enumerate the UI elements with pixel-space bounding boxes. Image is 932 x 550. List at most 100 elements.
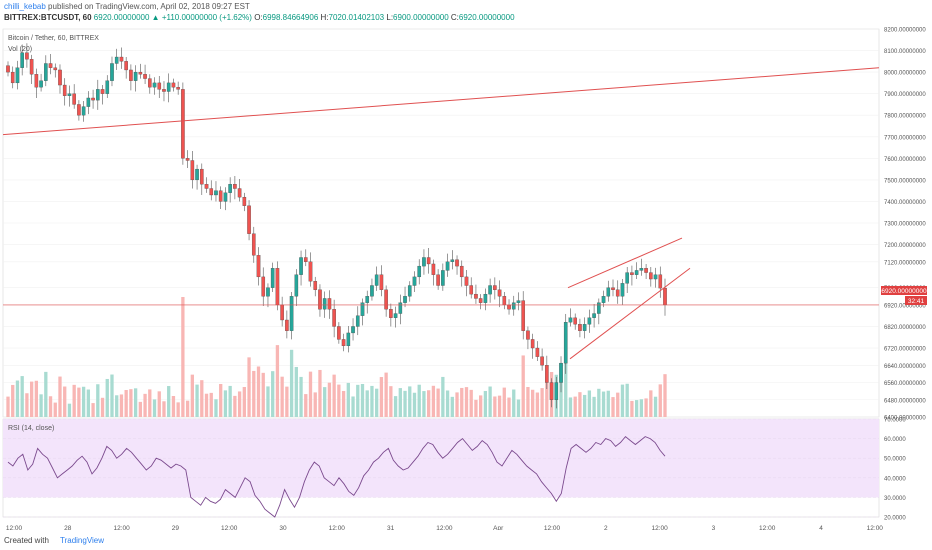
volume-bar bbox=[341, 390, 346, 417]
volume-bar bbox=[185, 400, 190, 417]
volume-bar bbox=[393, 396, 398, 417]
candle-body bbox=[639, 268, 644, 271]
volume-bar bbox=[531, 389, 535, 417]
volume-bar bbox=[450, 396, 454, 417]
volume-bar bbox=[408, 386, 412, 417]
volume-bar bbox=[53, 402, 57, 417]
volume-bar bbox=[195, 384, 199, 417]
candle-body bbox=[663, 287, 667, 306]
volume-bar bbox=[247, 357, 251, 417]
candle-body bbox=[81, 106, 86, 116]
candle-body bbox=[426, 257, 431, 265]
candle-body bbox=[459, 265, 464, 278]
candle-body bbox=[181, 89, 185, 159]
price-tick-label: 7200.00000000 bbox=[884, 243, 926, 249]
candle-body bbox=[431, 263, 436, 275]
volume-bar bbox=[209, 392, 213, 417]
candle-body bbox=[644, 268, 648, 273]
candle-body bbox=[10, 71, 15, 84]
volume-bar bbox=[483, 390, 488, 417]
volume-bar bbox=[15, 380, 20, 417]
channel-lower-line bbox=[569, 267, 691, 360]
candle-body bbox=[630, 272, 634, 275]
price-tick-label: 7500.00000000 bbox=[884, 178, 926, 184]
candle-body bbox=[450, 259, 455, 262]
price-tick-label: 7700.00000000 bbox=[884, 135, 926, 141]
low-value: 6900.00000000 bbox=[393, 13, 449, 22]
volume-bar bbox=[77, 387, 81, 417]
volume-bar bbox=[271, 371, 275, 417]
candle-body bbox=[422, 257, 426, 267]
time-tick-label: 12:00 bbox=[759, 525, 776, 532]
candle-body bbox=[322, 298, 327, 310]
volume-bar bbox=[299, 376, 303, 417]
time-tick-label: 12:00 bbox=[113, 525, 130, 532]
candle-body bbox=[138, 71, 143, 75]
candle-body bbox=[199, 168, 204, 185]
candle-body bbox=[251, 233, 256, 256]
candle-body bbox=[493, 285, 497, 290]
volume-bar bbox=[379, 377, 384, 417]
volume-bar bbox=[630, 400, 634, 417]
volume-bar bbox=[256, 366, 261, 417]
publisher-username[interactable]: chilli_kebab bbox=[4, 2, 46, 11]
candle-body bbox=[554, 382, 559, 400]
volume-bar bbox=[157, 391, 161, 417]
volume-bar bbox=[261, 372, 265, 417]
candle-body bbox=[625, 272, 629, 284]
price-tick-label: 6400.00000000 bbox=[884, 416, 926, 422]
price-tick-label: 6560.00000000 bbox=[884, 381, 926, 387]
volume-bar bbox=[115, 395, 119, 417]
candle-body bbox=[384, 289, 388, 310]
candle-body bbox=[209, 188, 214, 196]
time-tick-label: 12:00 bbox=[436, 525, 453, 532]
candle-body bbox=[341, 339, 346, 347]
candle-body bbox=[327, 298, 332, 310]
volume-bar bbox=[171, 396, 176, 417]
price-tick-label: 6720.00000000 bbox=[884, 347, 926, 353]
volume-bar bbox=[285, 386, 289, 417]
candle-body bbox=[393, 313, 398, 318]
candle-body bbox=[218, 190, 223, 202]
volume-bar bbox=[474, 399, 478, 417]
volume-bar bbox=[204, 393, 209, 417]
volume-bar bbox=[119, 394, 124, 417]
candle-body bbox=[511, 302, 516, 310]
tradingview-brand[interactable]: TradingView bbox=[60, 536, 105, 545]
volume-bar bbox=[39, 394, 43, 417]
chart-svg[interactable]: 8200.00000000 8100.00000000 8000.00000000 7… bbox=[0, 24, 932, 544]
volume-bar bbox=[512, 389, 516, 417]
price-tick-label: 7300.00000000 bbox=[884, 222, 926, 228]
candle-body bbox=[58, 69, 62, 86]
open-label: O: bbox=[254, 13, 263, 22]
volume-bar bbox=[398, 388, 402, 417]
volume-bar bbox=[167, 386, 171, 417]
open-value: 6998.84664906 bbox=[262, 13, 319, 22]
candle-body bbox=[318, 289, 322, 310]
candle-body bbox=[143, 74, 147, 79]
rsi-tick-label: 70.0000 bbox=[884, 418, 906, 424]
created-with-text: Created with bbox=[4, 536, 49, 545]
candle-body bbox=[436, 274, 440, 286]
candle-body bbox=[190, 160, 195, 181]
candle-body bbox=[559, 362, 563, 383]
candle-body bbox=[407, 285, 412, 297]
candle-body bbox=[478, 298, 483, 303]
candle-body bbox=[403, 296, 407, 303]
candle-body bbox=[171, 82, 176, 88]
candle-body bbox=[412, 276, 417, 286]
rsi-tick-label: 30.0000 bbox=[884, 496, 906, 502]
candle-body bbox=[445, 261, 450, 271]
high-value: 7020.01402103 bbox=[328, 13, 385, 22]
candle-body bbox=[464, 276, 469, 286]
volume-bar bbox=[100, 397, 105, 417]
candle-body bbox=[540, 356, 544, 366]
candle-body bbox=[152, 82, 157, 88]
time-tick-label: 12:00 bbox=[329, 525, 346, 532]
candle-body bbox=[247, 205, 251, 234]
candle-body bbox=[573, 317, 577, 325]
volume-bar bbox=[412, 392, 417, 417]
candle-body bbox=[105, 80, 110, 94]
candle-body bbox=[549, 382, 554, 400]
volume-bar bbox=[162, 401, 166, 417]
